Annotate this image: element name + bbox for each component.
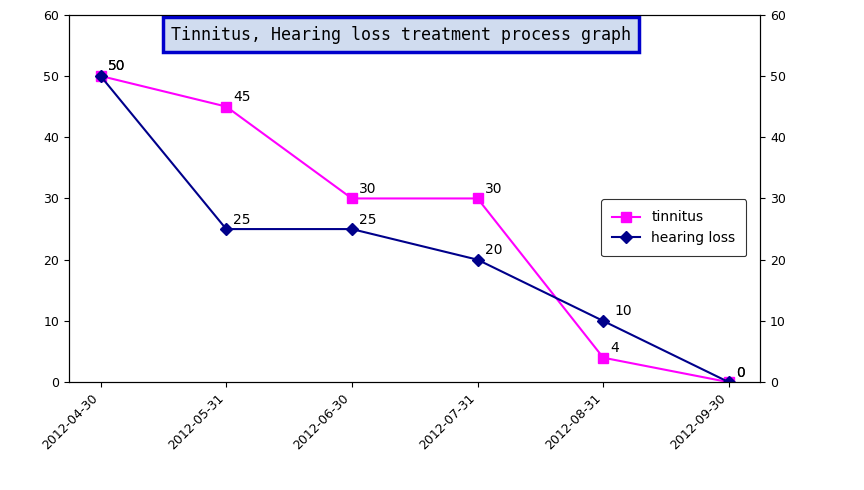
tinnitus <box>346 196 357 201</box>
hearing loss <box>346 226 357 232</box>
Line: hearing loss: hearing loss <box>97 72 733 387</box>
tinnitus <box>221 103 232 109</box>
tinnitus <box>95 73 105 79</box>
tinnitus <box>598 355 608 361</box>
Text: 0: 0 <box>736 366 745 380</box>
Text: 25: 25 <box>233 213 251 226</box>
Legend: tinnitus, hearing loss: tinnitus, hearing loss <box>601 199 746 256</box>
Text: Tinnitus, Hearing loss treatment process graph: Tinnitus, Hearing loss treatment process… <box>171 25 631 44</box>
Text: 25: 25 <box>359 213 377 226</box>
hearing loss <box>221 226 232 232</box>
Text: 4: 4 <box>610 341 619 355</box>
tinnitus <box>724 379 734 385</box>
hearing loss <box>598 318 608 324</box>
Text: 30: 30 <box>485 182 502 196</box>
Text: 10: 10 <box>614 304 632 319</box>
Text: 50: 50 <box>107 59 125 74</box>
hearing loss <box>473 257 483 263</box>
Text: 50: 50 <box>107 59 125 74</box>
hearing loss <box>95 73 105 79</box>
Text: 0: 0 <box>736 366 745 380</box>
Text: 30: 30 <box>359 182 377 196</box>
hearing loss <box>724 379 734 385</box>
Text: 20: 20 <box>485 243 502 257</box>
Line: tinnitus: tinnitus <box>96 71 734 387</box>
Text: 45: 45 <box>233 90 251 104</box>
tinnitus <box>473 196 483 201</box>
